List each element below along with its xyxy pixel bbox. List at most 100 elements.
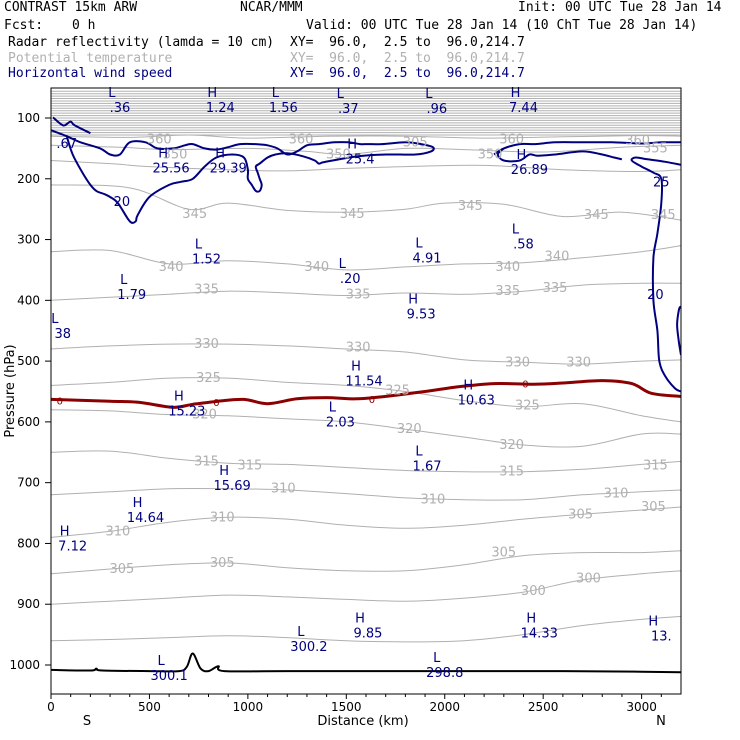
extremum-value: 14.33: [521, 626, 558, 641]
center-label: NCAR/MMM: [240, 0, 303, 15]
extremum-value: 14.64: [127, 511, 164, 526]
y-tick-label: 600: [17, 415, 40, 429]
extremum-high-marker: H: [60, 525, 70, 540]
theta-label: 335: [194, 282, 219, 297]
theta-label: 300: [521, 584, 546, 599]
extremum-high-marker: H: [463, 379, 473, 394]
theta-label: 305: [210, 556, 235, 571]
extremum-high-marker: H: [347, 137, 357, 152]
extremum-value: 20: [647, 288, 664, 303]
theta-label: 340: [159, 260, 184, 275]
wind-contour: [496, 147, 623, 163]
theta-label: 335: [346, 287, 371, 302]
extremum-low-marker: L: [339, 257, 347, 272]
extremum-value: 1.52: [192, 253, 221, 268]
theta-label: 350: [478, 147, 503, 162]
extremum-value: 1.56: [269, 101, 298, 116]
x-end-label-south: S: [83, 714, 91, 729]
extremum-value: 26.89: [511, 163, 548, 178]
y-tick-label: 100: [17, 111, 40, 125]
theta-contour: [51, 550, 681, 575]
reflectivity-zero-label: 0: [522, 380, 528, 391]
extremum-high-marker: H: [133, 496, 143, 511]
y-tick-label: 900: [17, 597, 40, 611]
x-end-label-north: N: [656, 714, 666, 729]
theta-contour: [51, 570, 681, 605]
extremum-value: .20: [340, 272, 361, 287]
y-tick-label: 400: [17, 293, 40, 307]
reflectivity-zero-label: 0: [213, 398, 219, 409]
extremum-value: 13.: [651, 630, 672, 645]
extremum-value: 1.79: [117, 288, 146, 303]
x-tick-label: 3000: [626, 700, 657, 714]
extremum-low-marker: L: [120, 273, 128, 288]
extremum-high-marker: H: [351, 359, 361, 374]
wind-contour: [630, 156, 681, 393]
extremum-value: 25.56: [152, 162, 189, 177]
extremum-high-marker: H: [158, 147, 168, 162]
theta-label: 310: [106, 524, 131, 539]
theta-contours: [51, 134, 681, 643]
extremum-value: .96: [427, 102, 448, 117]
theta-label: 300: [576, 572, 601, 587]
field-theta-name: Potential temperature: [8, 51, 173, 66]
extremum-high-marker: H: [219, 464, 229, 479]
extremum-value: 7.44: [509, 101, 538, 116]
theta-label: 315: [643, 459, 668, 474]
theta-contour: [51, 160, 681, 173]
extremum-low-marker: L: [415, 444, 423, 459]
theta-label: 305: [403, 135, 428, 150]
x-tick-label: 2000: [429, 700, 460, 714]
extremum-low-marker: L: [297, 625, 305, 640]
upper-theta-bundle: [51, 90, 681, 136]
theta-label: 330: [505, 355, 530, 370]
extremum-value: 20: [114, 195, 131, 210]
extremum-low-marker: L: [195, 238, 203, 253]
terrain-line: [51, 652, 681, 674]
y-tick-label: 800: [17, 536, 40, 550]
extremum-low-marker: L: [425, 87, 433, 102]
field-wind-xy: XY= 96.0, 2.5 to 96.0,214.7: [290, 66, 525, 81]
theta-label: 310: [210, 510, 235, 525]
extremum-value: 25.4: [346, 152, 375, 167]
theta-label: 310: [421, 493, 446, 508]
theta-label: 335: [543, 281, 568, 296]
y-tick-label: 1000: [9, 658, 40, 672]
reflectivity-zero-label: 0: [369, 395, 375, 406]
theta-label: 345: [458, 199, 483, 214]
theta-label: 305: [568, 507, 593, 522]
plot-frame: [50, 87, 682, 695]
theta-label: 355: [643, 141, 668, 156]
extremum-high-marker: H: [174, 390, 184, 405]
theta-label: 325: [196, 371, 221, 386]
x-tick-label: 1500: [331, 700, 362, 714]
extremum-high-marker: H: [517, 148, 527, 163]
y-tick-label: 500: [17, 354, 40, 368]
extremum-value: 2.03: [326, 416, 355, 431]
theta-contour: [51, 282, 681, 301]
theta-label: 335: [495, 284, 520, 299]
extremum-value: 300.2: [290, 640, 327, 655]
extremum-value: 7.12: [58, 540, 87, 555]
extremum-low-marker: L: [329, 401, 337, 416]
reflectivity-zero-contour: [51, 379, 681, 409]
extremum-value: 1.24: [206, 101, 235, 116]
extremum-low-marker: L: [337, 87, 345, 102]
field-reflectivity-name: Radar reflectivity (lamda = 10 cm): [8, 35, 275, 50]
extremum-value: 38: [55, 327, 72, 342]
wind-contour: [493, 141, 681, 156]
axes: 0 500 1000 1500 2000 2500 30001002003004005006…: [9, 111, 662, 714]
extremum-low-marker: L: [108, 86, 116, 101]
extremum-value: 29.39: [210, 162, 247, 177]
theta-label: 310: [271, 482, 296, 497]
theta-label: 360: [499, 132, 524, 147]
extremum-value: 25: [653, 176, 670, 191]
theta-label: 345: [340, 207, 365, 222]
theta-label: 315: [499, 465, 524, 480]
theta-contour: [51, 144, 681, 156]
theta-label: 345: [182, 207, 207, 222]
wind-contour: [676, 305, 681, 356]
x-axis-label: Distance (km): [317, 714, 408, 729]
